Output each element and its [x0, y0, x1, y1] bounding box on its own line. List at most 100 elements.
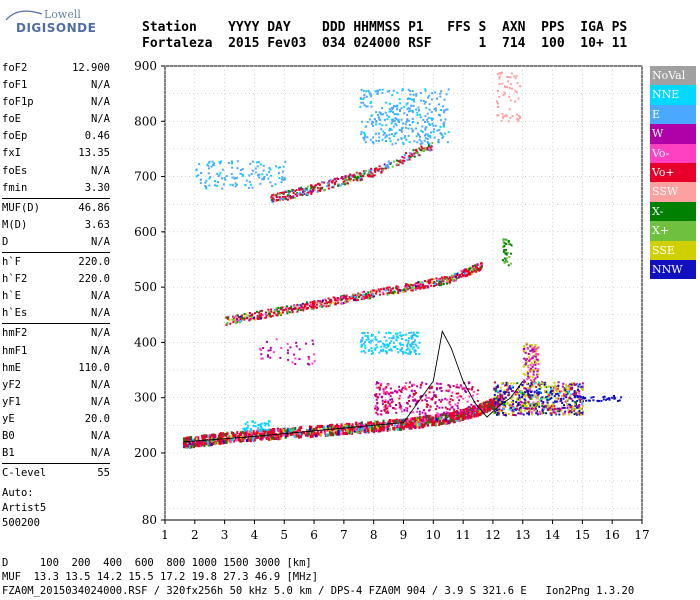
echo-point [552, 401, 555, 404]
echo-point [360, 298, 363, 300]
echo-point [245, 313, 248, 316]
echo-point [525, 404, 528, 407]
echo-point [411, 343, 414, 346]
echo-point [387, 405, 390, 408]
echo-point [368, 169, 371, 172]
echo-point [429, 405, 432, 408]
echo-point [197, 444, 200, 448]
echo-point [370, 291, 373, 294]
echo-point [392, 407, 394, 409]
echo-point [347, 429, 350, 433]
echo-point [219, 162, 222, 165]
echo-point [275, 194, 278, 197]
echo-point [424, 88, 427, 91]
echo-point [387, 400, 390, 403]
echo-point [361, 120, 364, 123]
echo-point [394, 122, 397, 125]
echo-point [211, 434, 214, 438]
echo-point [325, 185, 328, 188]
echo-point [506, 76, 509, 78]
echo-point [413, 389, 416, 392]
echo-point [408, 332, 411, 334]
echo-point [270, 435, 273, 439]
echo-point [337, 301, 340, 304]
param-row: yE 20.0 [2, 411, 110, 428]
echo-point [428, 409, 431, 412]
echo-point [554, 386, 557, 389]
echo-point [424, 285, 427, 288]
echo-point [508, 256, 511, 258]
echo-point [249, 183, 252, 186]
echo-point [509, 99, 512, 102]
echo-point [551, 392, 554, 395]
echo-point [503, 408, 505, 411]
echo-point [291, 361, 294, 364]
echo-point [424, 415, 427, 419]
echo-point [400, 130, 403, 133]
echo-point [208, 167, 210, 170]
echo-point [217, 175, 220, 178]
echo-point [339, 184, 342, 187]
echo-point [386, 427, 389, 430]
echo-point [386, 164, 389, 167]
echo-point [371, 295, 374, 298]
echo-point [373, 169, 376, 172]
echo-point [412, 392, 415, 395]
echo-point [426, 120, 429, 123]
echo-point [546, 409, 549, 412]
echo-point [454, 279, 457, 282]
echo-point [334, 182, 336, 184]
echo-point [429, 414, 432, 418]
echo-point [576, 395, 579, 398]
echo-point [382, 130, 385, 133]
echo-point [573, 382, 576, 385]
echo-point [434, 394, 437, 397]
echo-point [376, 114, 379, 116]
echo-point [389, 289, 392, 292]
echo-point [245, 439, 248, 443]
echo-point [254, 167, 257, 170]
echo-point [449, 279, 452, 281]
echo-point [382, 342, 384, 345]
echo-point [520, 383, 523, 386]
echo-point [515, 399, 518, 402]
echo-point [400, 335, 403, 337]
echo-point [514, 414, 517, 417]
echo-point [399, 110, 401, 113]
echo-point [286, 310, 289, 313]
echo-point [568, 411, 571, 414]
echo-point [510, 244, 513, 247]
echo-point [392, 111, 394, 114]
y-tick-label: 200 [134, 446, 157, 460]
echo-point [411, 383, 414, 386]
echo-point [426, 118, 429, 121]
echo-point [494, 411, 497, 414]
echo-point [378, 132, 380, 135]
echo-point [486, 407, 489, 411]
echo-point [410, 153, 413, 156]
echo-point [498, 83, 501, 85]
echo-point [405, 333, 408, 336]
echo-point [462, 414, 465, 418]
echo-point [534, 350, 537, 353]
echo-point [505, 414, 507, 417]
echo-point [513, 75, 516, 78]
echo-point [484, 404, 487, 408]
echo-point [519, 400, 522, 403]
echo-point [370, 101, 373, 103]
echo-point [388, 133, 391, 136]
echo-point [517, 97, 520, 100]
echo-point [196, 440, 199, 444]
echo-point [541, 409, 544, 412]
echo-point [480, 266, 483, 269]
echo-point [566, 403, 569, 405]
echo-point [355, 177, 357, 180]
echo-point [382, 388, 385, 391]
echo-point [398, 160, 401, 163]
echo-point [413, 152, 416, 155]
echo-point [387, 292, 390, 294]
echo-point [345, 424, 348, 428]
echo-point [459, 384, 462, 387]
echo-point [382, 419, 385, 423]
echo-point [457, 407, 460, 410]
